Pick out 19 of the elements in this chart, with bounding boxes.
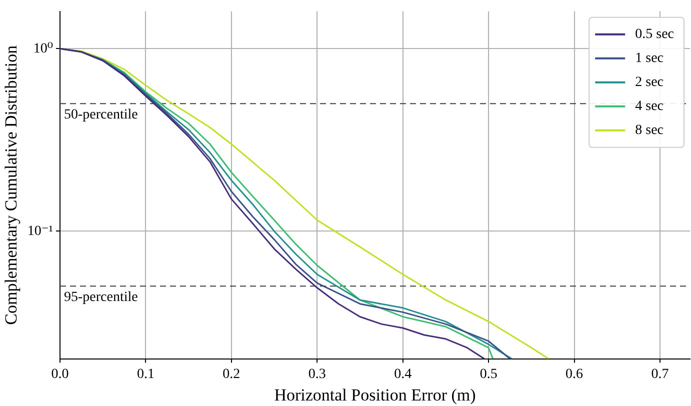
x-tick-label: 0.7 <box>651 366 669 382</box>
legend-label: 4 sec <box>635 99 664 114</box>
legend-label: 0.5 sec <box>635 27 674 42</box>
x-tick-label: 0.6 <box>566 366 584 382</box>
x-tick-label: 0.0 <box>51 366 69 382</box>
x-tick-label: 0.5 <box>480 366 498 382</box>
x-tick-label: 0.1 <box>136 366 154 382</box>
x-tick-label: 0.4 <box>394 366 412 382</box>
x-axis-title: Horizontal Position Error (m) <box>274 385 476 404</box>
legend-label: 2 sec <box>635 75 664 90</box>
y-axis-title: Complementary Cumulative Distribution <box>2 44 21 325</box>
legend-label: 8 sec <box>635 123 664 138</box>
y-tick-label: 10⁰ <box>33 41 54 56</box>
ref-line-label: 95-percentile <box>64 290 138 305</box>
legend-label: 1 sec <box>635 51 664 66</box>
y-tick-label: 10⁻¹ <box>27 224 53 239</box>
ref-line-label: 50-percentile <box>64 107 138 122</box>
x-tick-label: 0.2 <box>222 366 240 382</box>
x-tick-label: 0.3 <box>308 366 326 382</box>
